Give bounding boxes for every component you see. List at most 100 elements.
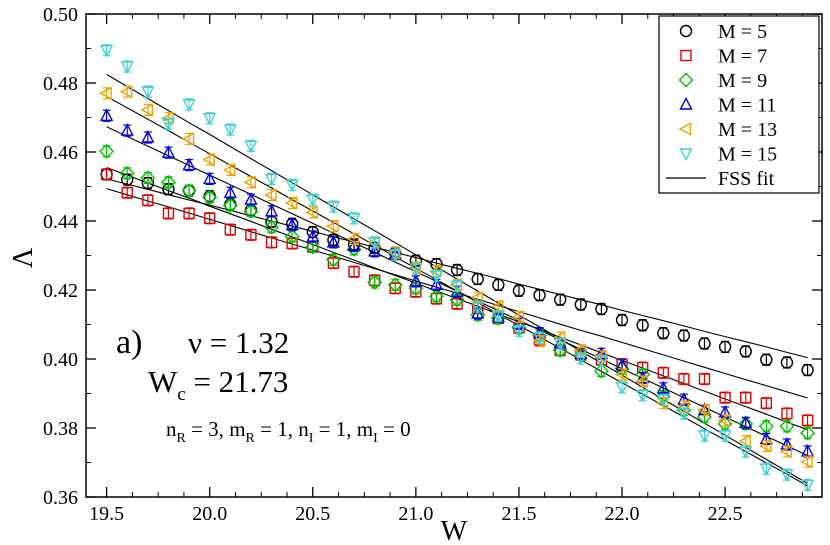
data-point [428,288,444,304]
legend-marker-m-15 [679,148,693,162]
data-point [553,338,567,351]
param-mi-symbol: m [357,417,373,441]
data-point [511,310,525,324]
legend-label-m-11: M = 11 [718,95,776,117]
data-point [656,394,670,408]
legend-label-m-13: M = 13 [718,119,777,141]
data-point [533,288,546,302]
x-tick-label: 20.5 [295,503,330,525]
data-point [449,292,465,308]
data-point [800,425,816,441]
legend-marker-m-9 [678,72,694,88]
data-point [409,263,423,277]
data-point [245,229,257,241]
data-point [429,277,444,291]
data-point [780,469,794,483]
y-tick-label: 0.42 [43,280,78,302]
data-point [471,301,485,315]
param-mr-symbol: m [229,417,245,441]
data-point [161,145,176,158]
data-point [121,187,133,199]
param-mr-sub: R [246,431,256,446]
param-mi-sub: I [373,431,378,446]
data-point [367,274,383,290]
data-point [284,196,298,210]
data-point [532,332,547,346]
data-point [717,413,731,428]
data-point [470,290,483,305]
data-point [99,143,115,159]
data-point [162,207,175,220]
data-point [244,192,258,205]
wc-subscript: c [177,384,185,405]
nu-value: = 1.32 [202,325,289,360]
panel-label: a) [116,324,142,361]
x-tick-label: 22.0 [605,503,640,525]
data-point [264,203,279,217]
y-tick-label: 0.48 [43,73,78,95]
data-point [203,171,217,185]
data-point [779,444,793,459]
data-point [739,415,753,429]
y-tick-label: 0.40 [43,349,78,371]
param-mi-value: = 0 [378,417,411,441]
data-point [698,337,711,350]
x-tick-label: 22.5 [708,503,743,525]
data-point [160,174,176,190]
data-point [203,112,217,126]
data-point [574,353,588,366]
data-point [677,329,691,342]
data-point [718,430,732,444]
data-point [656,380,670,394]
data-point [305,239,321,255]
data-point [202,190,218,206]
data-point [181,132,195,146]
param-nr-sub: R [177,431,187,446]
data-point [326,201,341,215]
data-point [264,188,277,202]
data-point [800,479,815,493]
param-ni-value: = 1, [313,417,356,441]
data-point [224,223,237,236]
data-point [491,310,505,324]
data-point [100,168,113,181]
data-point [738,434,751,448]
data-point [492,278,505,292]
data-point [141,130,155,143]
data-point [367,243,382,257]
data-point [388,249,402,263]
data-point [450,263,464,277]
x-tick-label: 20.0 [192,503,227,525]
params-annotation: nR = 3, mR = 1, nI = 1, mI = 0 [166,417,411,446]
data-point [348,266,360,278]
data-point [449,278,463,292]
data-point [408,260,422,275]
data-point [142,194,154,207]
data-point [696,403,710,417]
legend-marker-m-13 [678,122,692,136]
legend-box [658,15,820,194]
legend-marker-m-7 [680,49,692,62]
y-tick-label: 0.46 [43,142,78,164]
data-point [99,86,112,101]
data-point [635,390,650,403]
data-point [181,183,197,199]
data-point [801,363,814,377]
data-point [655,396,669,410]
nu-symbol: ν [188,325,202,360]
data-point [182,157,196,171]
data-point [183,207,195,220]
data-point [450,280,464,294]
param-nr-symbol: n [166,417,177,441]
data-point [758,439,772,453]
data-point [740,391,752,404]
x-tick-label: 21.0 [398,503,433,525]
data-point [532,334,545,348]
data-point [202,152,215,167]
data-point [264,219,280,235]
data-point [593,363,609,379]
data-point [615,313,629,327]
data-point [470,307,486,323]
legend-marker-m-11 [679,96,693,110]
